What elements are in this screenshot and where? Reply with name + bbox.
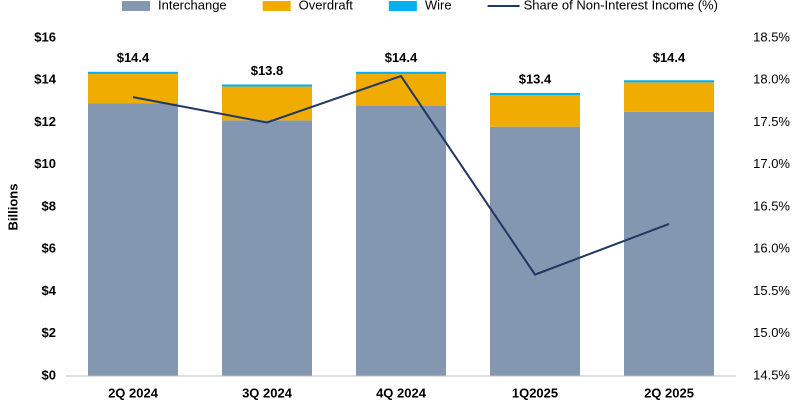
y-tick-label: $10 — [34, 156, 56, 171]
y2-tick-label: 15.5% — [753, 283, 790, 298]
legend-label: Overdraft — [299, 0, 354, 12]
y-tick-label: $2 — [42, 325, 56, 340]
y2-tick-label: 15.0% — [753, 325, 790, 340]
x-tick-label: 3Q 2024 — [242, 385, 293, 400]
total-label: $13.4 — [519, 71, 552, 86]
total-label: $13.8 — [251, 63, 284, 78]
bar-segment — [490, 95, 580, 127]
legend-swatch — [262, 1, 291, 11]
bar-segment — [356, 105, 446, 376]
y2-tick-label: 17.0% — [753, 156, 790, 171]
y-tick-label: $14 — [34, 72, 56, 87]
line-series — [132, 74, 670, 276]
bar-segment — [88, 73, 178, 104]
legend-label: Interchange — [158, 0, 227, 12]
legend-label: Wire — [425, 0, 452, 12]
x-tick-label: 2Q 2025 — [644, 385, 694, 400]
bar-segment — [222, 84, 312, 87]
x-tick-label: 2Q 2024 — [108, 385, 159, 400]
total-label: $14.4 — [385, 50, 418, 65]
y2-tick-label: 16.5% — [753, 198, 790, 213]
bar-segment — [624, 82, 714, 112]
total-label: $14.4 — [653, 50, 686, 65]
bar-segment — [88, 71, 178, 74]
y-tick-label: $4 — [42, 283, 57, 298]
bar-segment — [624, 111, 714, 376]
x-tick-label: 1Q2025 — [512, 385, 558, 400]
y-tick-label: $8 — [42, 198, 56, 213]
x-tick-label: 4Q 2024 — [376, 385, 427, 400]
y2-tick-label: 18.5% — [753, 29, 790, 44]
y2-tick-label: 14.5% — [753, 367, 790, 382]
y-tick-label: $16 — [34, 29, 56, 44]
total-label: $14.4 — [117, 50, 150, 65]
bar-segment — [88, 103, 178, 377]
bar-segment — [490, 92, 580, 96]
y2-tick-label: 18.0% — [753, 72, 790, 87]
legend-label: Share of Non-Interest Income (%) — [524, 0, 718, 12]
y2-tick-label: 17.5% — [753, 114, 790, 129]
y-axis-label: Billions — [5, 184, 20, 231]
y2-tick-label: 16.0% — [753, 241, 790, 256]
y-tick-label: $6 — [42, 241, 56, 256]
bar-segment — [222, 86, 312, 121]
bar-segment — [222, 120, 312, 376]
legend-swatch — [388, 1, 417, 11]
bar-segment — [356, 71, 446, 74]
y-tick-label: $12 — [34, 114, 56, 129]
bar-segment — [356, 73, 446, 106]
y-tick-label: $0 — [42, 367, 56, 382]
bar-segment — [490, 126, 580, 376]
legend-swatch — [122, 1, 150, 11]
bar-segment — [624, 80, 714, 83]
